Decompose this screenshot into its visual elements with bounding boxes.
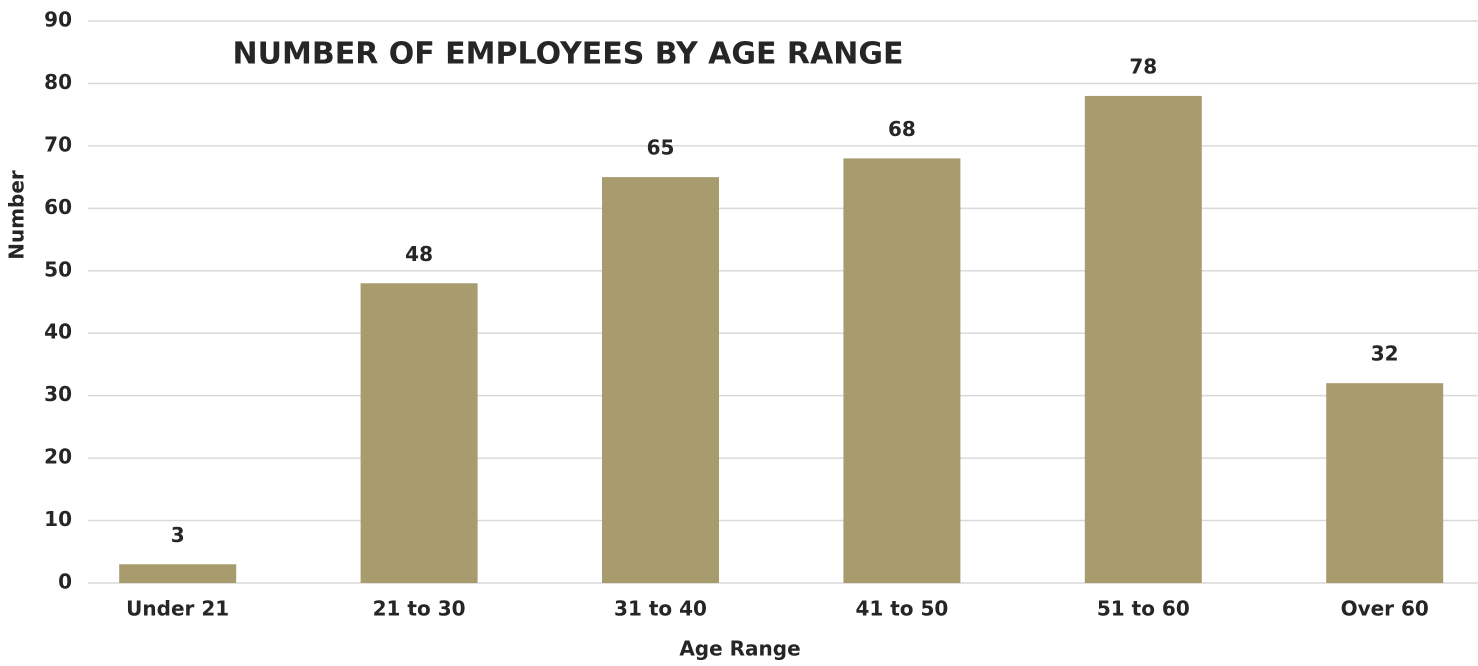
bar [1084,95,1202,583]
data-label: 68 [888,117,916,141]
y-tick-label: 60 [44,195,72,219]
bar [360,283,478,583]
data-label: 78 [1129,54,1157,78]
y-tick-label: 50 [44,257,72,281]
chart-title: NUMBER OF EMPLOYEES BY AGE RANGE [233,37,904,72]
x-tick-label: Under 21 [126,597,229,621]
x-tick-label: 51 to 60 [1097,597,1190,621]
data-label: 65 [647,136,675,160]
y-tick-label: 70 [44,132,72,156]
y-tick-label: 90 [44,8,72,32]
x-tick-label: 31 to 40 [614,597,707,621]
x-tick-label: Over 60 [1341,597,1429,621]
bar [1326,383,1444,583]
x-tick-label: 41 to 50 [855,597,948,621]
y-tick-label: 20 [44,445,72,469]
y-tick-label: 10 [44,507,72,531]
y-axis-label: Number [5,170,29,260]
bar [843,158,961,583]
y-tick-label: 80 [44,70,72,94]
bar [602,177,719,583]
x-axis-label: Age Range [679,637,800,661]
data-label: 3 [171,523,185,547]
y-tick-label: 0 [58,570,72,594]
data-label: 48 [405,242,433,266]
y-tick-label: 40 [44,320,72,344]
bar [119,564,237,583]
x-tick-label: 21 to 30 [373,597,466,621]
y-tick-label: 30 [44,382,72,406]
data-label: 32 [1371,342,1399,366]
